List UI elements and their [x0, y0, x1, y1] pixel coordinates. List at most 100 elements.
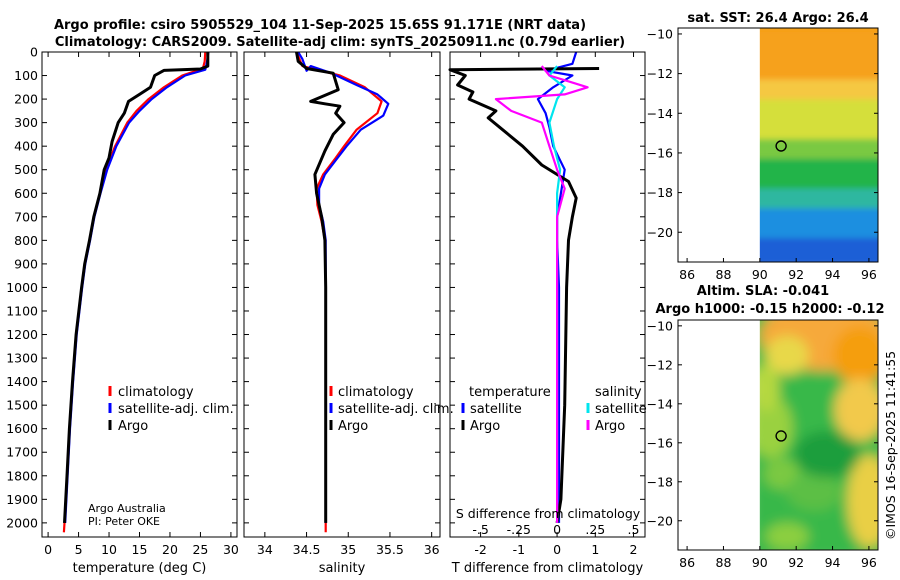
sla-blob	[765, 335, 809, 375]
x-axis-label: temperature (deg C)	[73, 561, 207, 576]
map-field-blurred	[759, 28, 878, 262]
sst-map-panel: 86 88 90 92 94 96 −10 −12 −14 −16 −18 −20	[647, 26, 879, 282]
series-line-climatology	[62, 51, 207, 533]
legend-label-satellite: satellite-adj. clim.	[338, 402, 454, 417]
x-tick-label: -1	[513, 542, 525, 557]
sla-blob	[787, 472, 842, 512]
y-tick-label: 1000	[6, 280, 38, 295]
y-tick-label: −10	[647, 318, 673, 333]
y-tick-label: 400	[14, 139, 38, 154]
sla-blob	[759, 396, 793, 459]
y-tick-label: −12	[647, 66, 673, 81]
x-tick-label: 90	[752, 267, 768, 282]
y-tick-label: 1900	[6, 492, 38, 507]
legend-label-argo: Argo	[118, 419, 148, 434]
y-tick-label: −14	[647, 396, 673, 411]
y-tick-label: −16	[647, 145, 673, 160]
sla-map-title-line2: Argo h1000: -0.15 h2000: -0.12	[655, 302, 884, 317]
y-tick-label: 900	[14, 256, 38, 271]
x-tick-label: 0	[44, 542, 52, 557]
y-tick-label: 1100	[6, 303, 38, 318]
figure-title-line2: Climatology: CARS2009. Satellite-adj cli…	[55, 35, 625, 50]
legend-label-satellite: satellite-adj. clim.	[118, 402, 234, 417]
credit-line2: PI: Peter OKE	[88, 515, 160, 528]
y-tick-label: −12	[647, 357, 673, 372]
top-tick-label: 0	[553, 522, 561, 537]
y-tick-label: 0	[30, 45, 38, 60]
y-tick-label: 1700	[6, 445, 38, 460]
sla-map-title-line1: Altim. SLA: -0.041	[697, 284, 829, 299]
y-tick-label: −16	[647, 435, 673, 450]
y-tick-label: 2000	[6, 515, 38, 530]
argo-position-marker	[775, 430, 787, 442]
x-tick-label: 5	[75, 542, 83, 557]
x-tick-label: 88	[716, 555, 732, 570]
temperature-panel: 0 5 10 15 20 25 300100200300400500600700800900…	[6, 45, 239, 577]
y-tick-label: −20	[647, 225, 673, 240]
x-tick-label: 86	[679, 267, 695, 282]
axes-frame	[243, 51, 441, 538]
legend-label-s-satellite: satellite	[595, 402, 647, 417]
x-tick-label: 36	[424, 542, 440, 557]
x-tick-label: 15	[132, 542, 148, 557]
legend-label-climatology: climatology	[338, 385, 414, 400]
y-tick-label: 1600	[6, 421, 38, 436]
sla-blob	[765, 522, 809, 550]
x-tick-label: 94	[825, 267, 841, 282]
top-tick-label: -.25	[507, 522, 531, 537]
figure-title-line1: Argo profile: csiro 5905529_104 11-Sep-2…	[54, 18, 586, 33]
argo-position-marker	[775, 140, 787, 152]
top-tick-label: -.5	[472, 522, 488, 537]
x-tick-label: 90	[752, 555, 768, 570]
y-tick-label: 1500	[6, 398, 38, 413]
difference-legend: temperature salinity satellite Argo sate…	[461, 385, 647, 434]
x-tick-label: 35.5	[376, 542, 404, 557]
top-tick-label: .25	[585, 522, 605, 537]
legend-title-salinity: salinity	[595, 385, 642, 400]
x-tick-label: 86	[679, 555, 695, 570]
y-tick-label: 200	[14, 92, 38, 107]
x-tick-label: 96	[861, 267, 877, 282]
salinity-legend: climatology satellite-adj. clim. Argo	[329, 385, 454, 434]
map-frame	[677, 319, 879, 551]
series-line-satellite-adj-clim	[64, 51, 210, 523]
map-field	[759, 320, 878, 550]
sla-blob	[794, 431, 860, 478]
top-tick-label: .5	[628, 522, 640, 537]
sla-blob	[759, 364, 780, 412]
y-tick-label: −14	[647, 106, 673, 121]
x-tick-label: 30	[223, 542, 239, 557]
y-tick-label: −18	[647, 474, 673, 489]
y-tick-label: −20	[647, 513, 673, 528]
x-tick-label: 25	[192, 542, 208, 557]
map-field	[759, 28, 878, 262]
x-tick-label: 10	[101, 542, 117, 557]
y-tick-label: 700	[14, 209, 38, 224]
axes-frame	[41, 51, 238, 538]
x-tick-label: 2	[630, 542, 638, 557]
sla-blob	[832, 325, 878, 385]
x-tick-label: 88	[716, 267, 732, 282]
y-tick-label: 500	[14, 162, 38, 177]
sla-blob	[834, 378, 878, 441]
y-tick-label: 300	[14, 115, 38, 130]
x-axis-label: salinity	[319, 561, 366, 576]
legend-label-t-satellite: satellite	[470, 402, 522, 417]
watermark: ©IMOS 16-Sep-2025 11:41:55	[883, 351, 898, 540]
series-line-temperature-Argo	[448, 67, 600, 524]
series-line-Argo	[295, 51, 346, 523]
x-tick-label: 92	[788, 555, 804, 570]
x-tick-label: 34	[257, 542, 273, 557]
legend-label-climatology: climatology	[118, 385, 194, 400]
legend-label-argo: Argo	[338, 419, 368, 434]
top-axis-label: S difference from climatology	[456, 506, 641, 521]
series-line-salinity-Argo	[494, 65, 589, 523]
y-tick-label: 1400	[6, 374, 38, 389]
sla-map-panel: 86 88 90 92 94 96 −10 −12 −14 −16 −18 −20	[647, 318, 879, 570]
x-tick-label: 92	[788, 267, 804, 282]
y-tick-label: 100	[14, 68, 38, 83]
difference-panel: -2 -1 0 1 2 T difference from climatology -.5 -…	[448, 51, 646, 576]
x-tick-label: 34.5	[293, 542, 321, 557]
legend-label-s-argo: Argo	[595, 419, 625, 434]
